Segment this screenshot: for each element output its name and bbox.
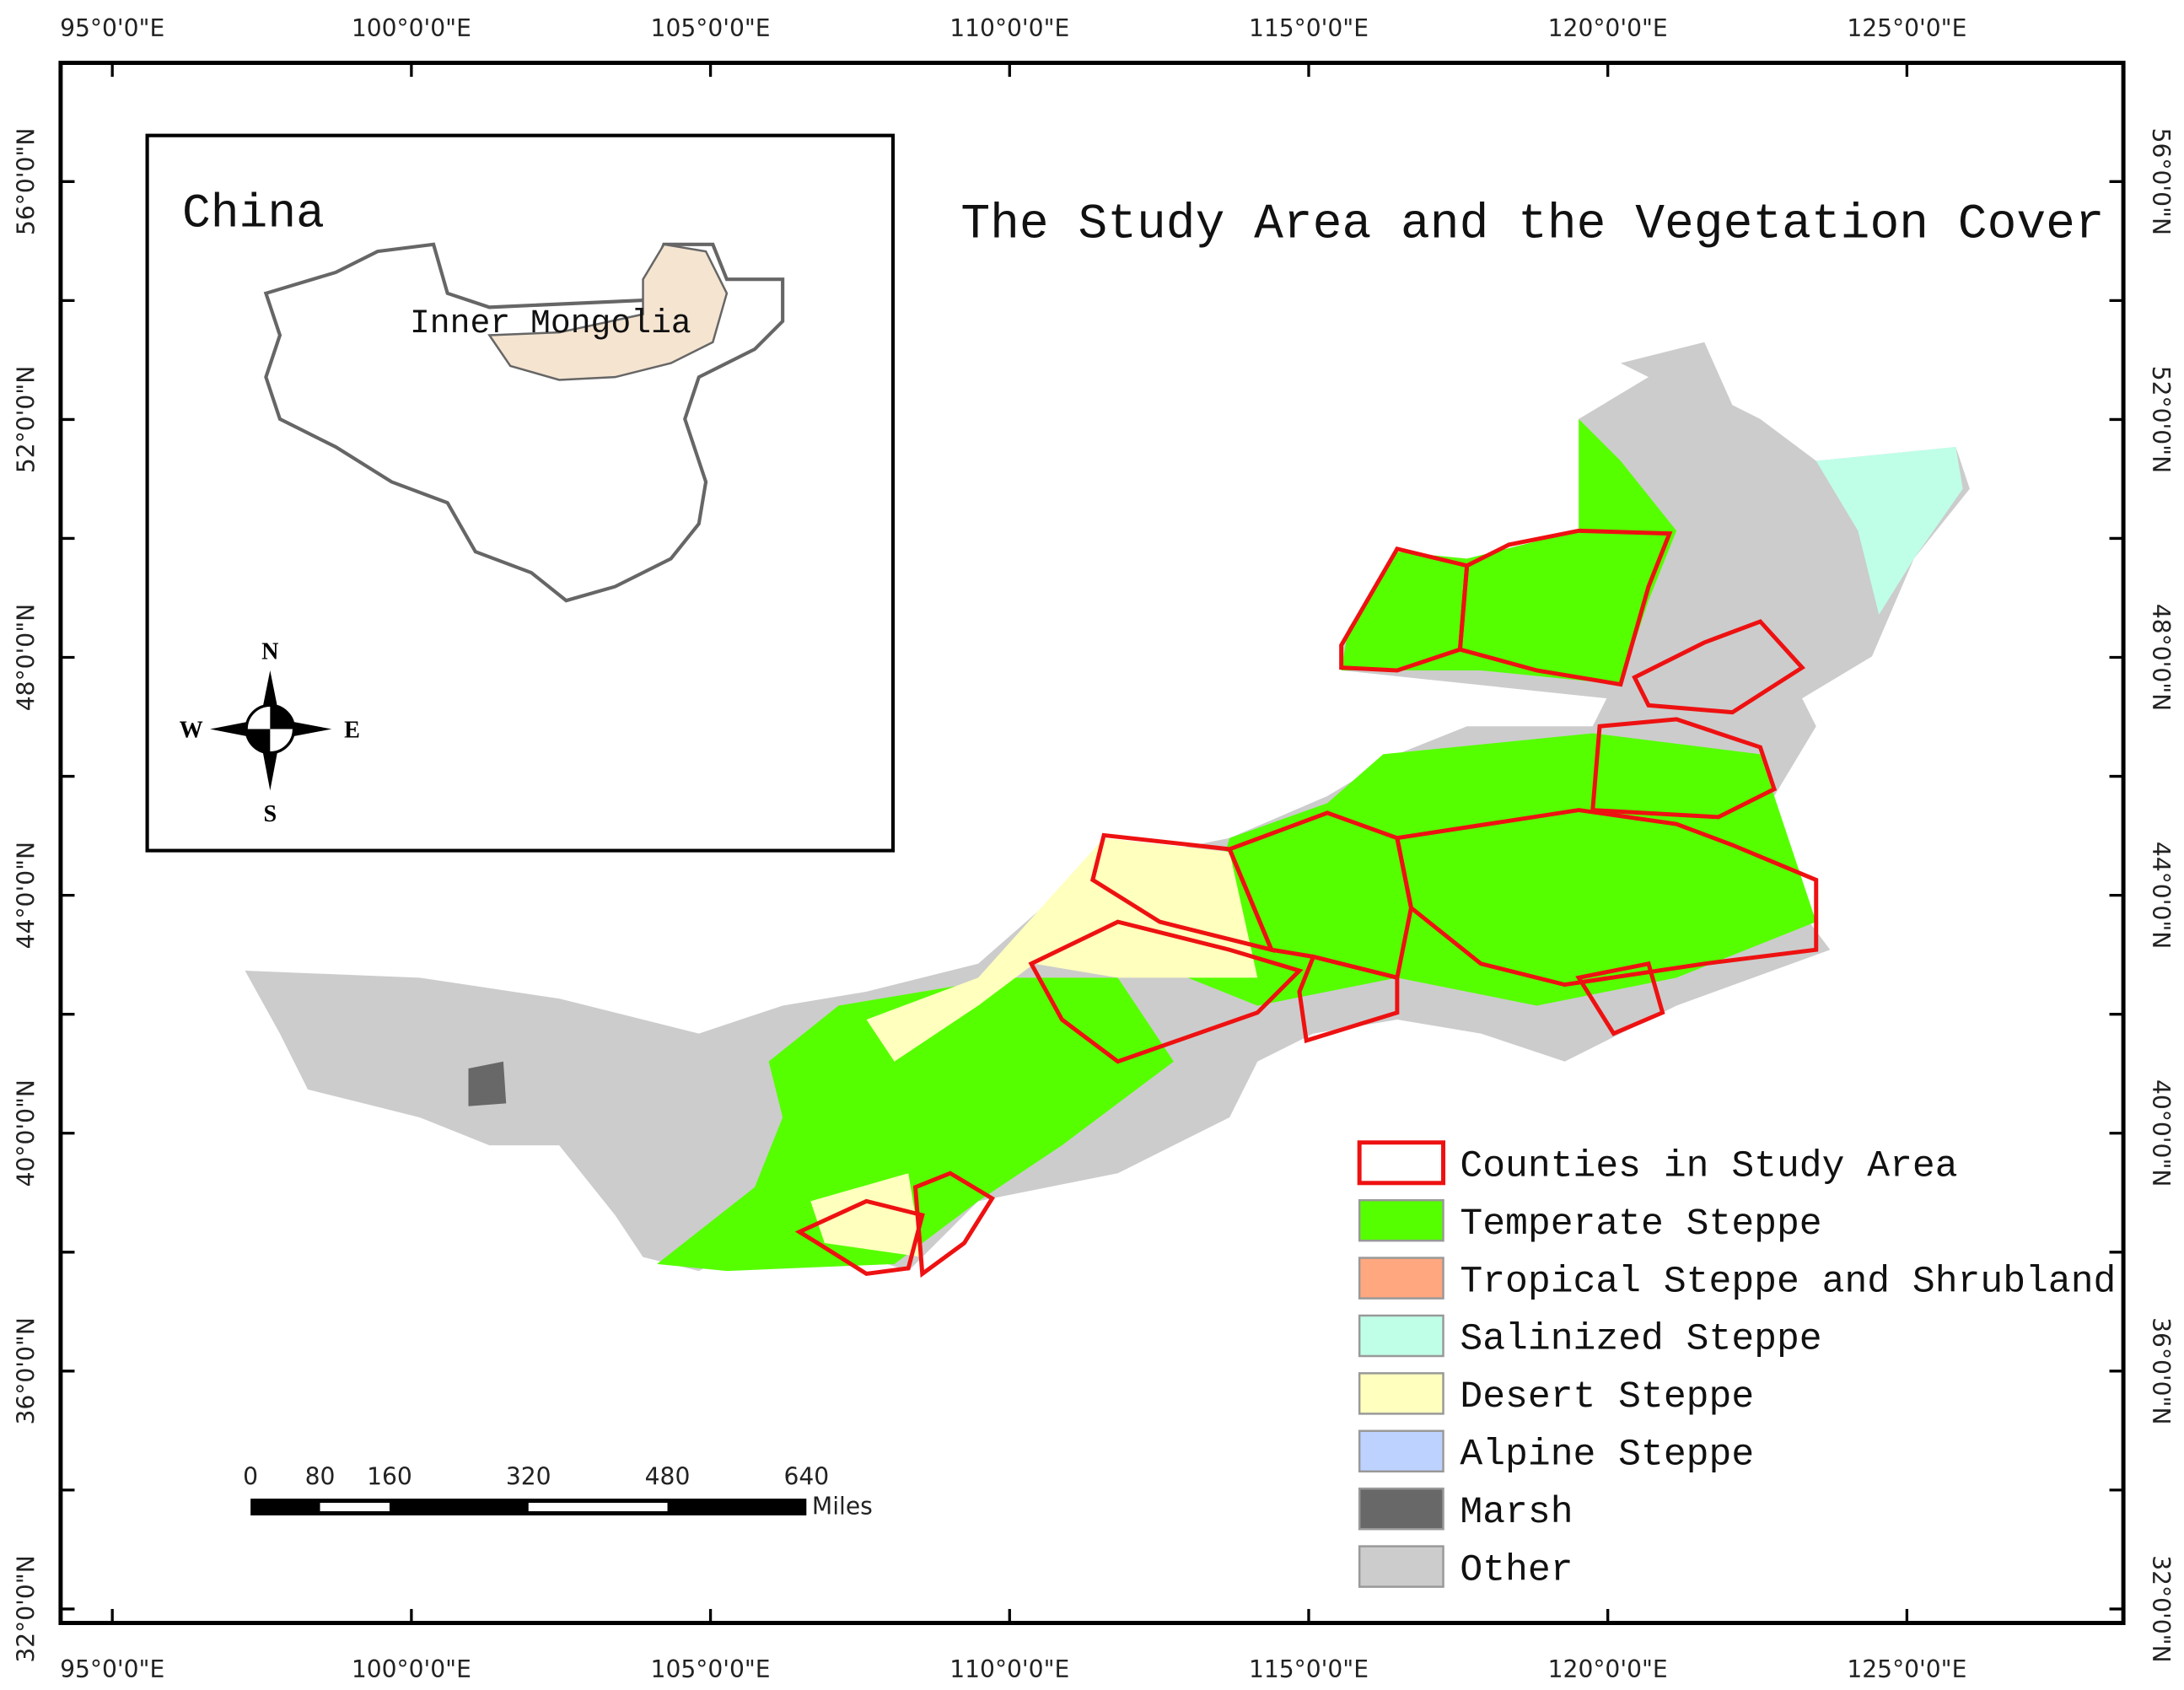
legend-swatch	[1358, 1487, 1444, 1531]
legend-label: Salinized Steppe	[1460, 1319, 1821, 1361]
lon-label: 110°0'0"E	[949, 14, 1069, 42]
county-outline	[1394, 808, 1819, 988]
lat-label: 48°0'0"N	[2147, 604, 2175, 711]
county-outline	[1575, 961, 1665, 1036]
legend-swatch	[1358, 1429, 1444, 1473]
lat-label: 44°0'0"N	[12, 842, 40, 949]
scale-label: 320	[506, 1463, 551, 1491]
lon-label: 125°0'0"E	[1847, 1655, 1966, 1683]
scale-unit: Miles	[812, 1492, 873, 1520]
compass: N S E W	[180, 639, 360, 827]
scale-label: 80	[305, 1463, 336, 1491]
lon-label: 115°0'0"E	[1249, 14, 1369, 42]
lat-label: 40°0'0"N	[2147, 1079, 2175, 1187]
legend-label: Temperate Steppe	[1460, 1203, 1821, 1246]
lon-label: 120°0'0"E	[1548, 1655, 1668, 1683]
legend-label: Other	[1460, 1549, 1573, 1591]
map-title: The Study Area and the Vegetation Cover	[960, 198, 2104, 253]
county-outline	[794, 1198, 925, 1277]
lon-label: 100°0'0"E	[352, 1655, 471, 1683]
scale-label: 160	[367, 1463, 412, 1491]
county-outline	[1089, 832, 1276, 953]
compass-n: N	[261, 639, 278, 665]
temperate-area	[657, 977, 1174, 1272]
legend-swatch	[1357, 1140, 1446, 1186]
legend-label: Desert Steppe	[1460, 1376, 1754, 1418]
legend-label: Alpine Steppe	[1460, 1434, 1754, 1477]
lat-label: 48°0'0"N	[12, 604, 40, 711]
lat-label: 56°0'0"N	[12, 128, 40, 235]
county-outline	[912, 1171, 996, 1278]
lat-label: 36°0'0"N	[12, 1317, 40, 1424]
lon-label: 95°0'0"E	[60, 1655, 164, 1683]
lat-label: 32°0'0"N	[12, 1555, 40, 1662]
legend-swatch	[1358, 1314, 1444, 1358]
lon-label: 120°0'0"E	[1548, 14, 1668, 42]
legend-swatch	[1358, 1198, 1444, 1242]
county-outline	[1297, 954, 1400, 1044]
lon-label: 110°0'0"E	[949, 1655, 1069, 1683]
inner-mongolia	[487, 243, 729, 381]
legend-label: Counties in Study Area	[1460, 1146, 1957, 1188]
lat-label: 56°0'0"N	[2147, 128, 2175, 235]
lat-label: 52°0'0"N	[12, 366, 40, 473]
county-outline	[1632, 619, 1805, 715]
lon-label: 125°0'0"E	[1847, 14, 1966, 42]
compass-e: E	[344, 717, 360, 743]
legend: Counties in Study Area Temperate Steppe Tr…	[1357, 1140, 2116, 1591]
salinized-area	[1816, 446, 1963, 615]
compass-s: S	[263, 801, 277, 827]
scale-label: 480	[645, 1463, 691, 1491]
legend-swatch	[1358, 1372, 1444, 1415]
scale-segment	[320, 1503, 390, 1512]
inset-title: China	[182, 186, 325, 240]
compass-w: W	[180, 717, 203, 743]
temperate-area	[1187, 733, 1816, 1006]
lon-label: 105°0'0"E	[651, 14, 771, 42]
lat-label: 52°0'0"N	[2147, 366, 2175, 473]
lat-label: 36°0'0"N	[2147, 1317, 2175, 1424]
graticule: 95°0'0"E 95°0'0"E 100°0'0"E 100°0'0"E 105°0'…	[12, 14, 2174, 1683]
lon-label: 115°0'0"E	[1249, 1655, 1369, 1683]
county-outline	[1028, 919, 1304, 1064]
scale-segment	[528, 1503, 668, 1512]
county-outline	[1457, 528, 1673, 687]
temperate-area	[1341, 418, 1677, 685]
lat-label: 40°0'0"N	[12, 1079, 40, 1187]
lat-label: 44°0'0"N	[2147, 842, 2175, 949]
lon-label: 105°0'0"E	[651, 1655, 771, 1683]
scale-label: 0	[243, 1463, 258, 1491]
map-frame	[58, 61, 2126, 1625]
county-outline	[1226, 810, 1413, 981]
lon-label: 100°0'0"E	[352, 14, 471, 42]
inset-map: China Inner Mongolia N S E W	[145, 133, 896, 853]
regions	[245, 342, 1970, 1272]
marsh-area	[468, 1061, 507, 1106]
legend-label: Tropical Steppe and Shrubland	[1460, 1261, 2116, 1303]
desert-area	[810, 1173, 923, 1257]
region-label: Inner Mongolia	[410, 304, 691, 342]
scale-label: 640	[783, 1463, 829, 1491]
counties	[794, 528, 1819, 1278]
legend-swatch	[1358, 1257, 1444, 1300]
legend-swatch	[1358, 1545, 1444, 1588]
legend-label: Marsh	[1460, 1492, 1573, 1534]
lat-label: 32°0'0"N	[2147, 1555, 2175, 1662]
lon-label: 95°0'0"E	[60, 14, 164, 42]
